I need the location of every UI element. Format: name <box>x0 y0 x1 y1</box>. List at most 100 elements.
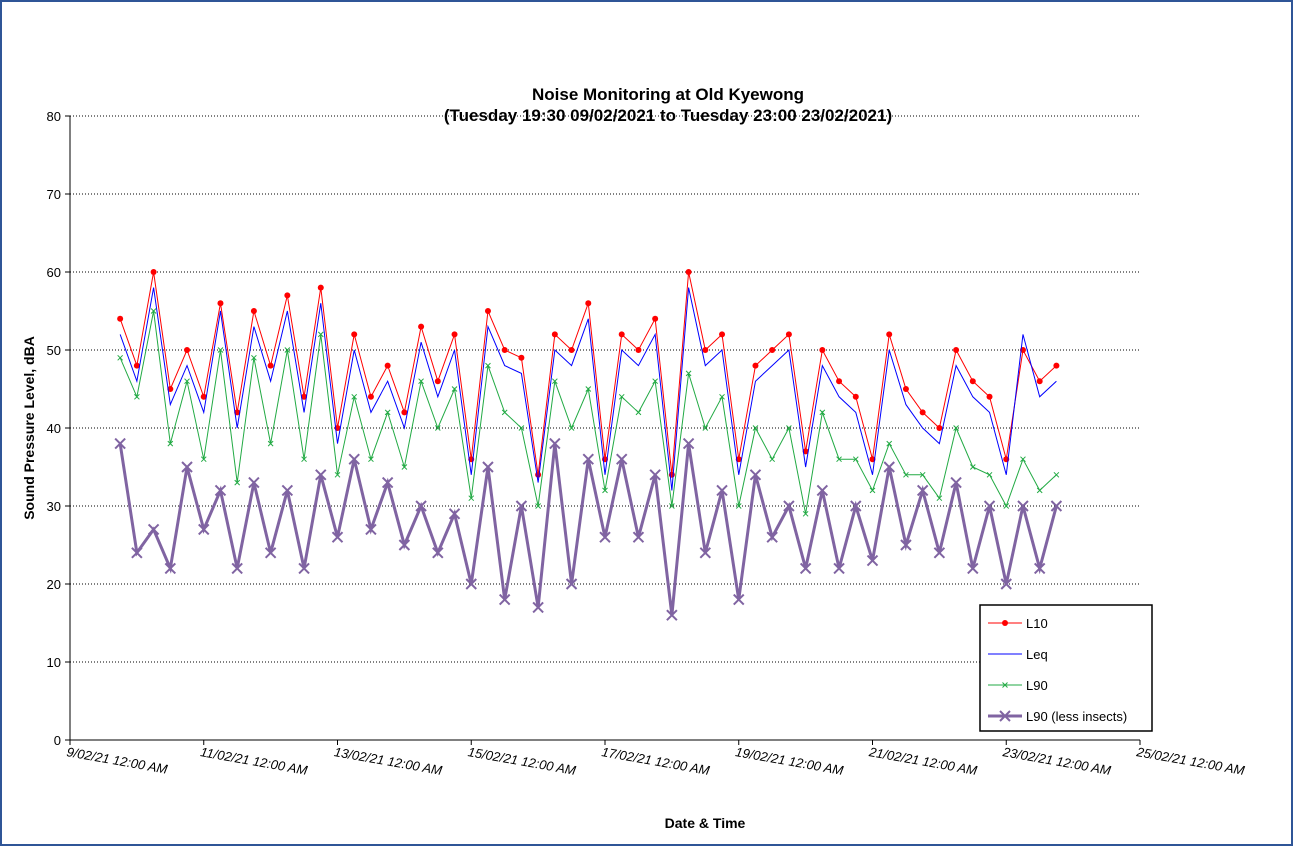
marker <box>167 386 174 392</box>
marker <box>200 456 207 463</box>
marker <box>799 562 812 575</box>
marker <box>585 300 592 307</box>
marker <box>716 484 728 497</box>
marker <box>618 393 625 400</box>
y-tick-label: 50 <box>47 343 61 358</box>
marker <box>482 461 494 473</box>
marker <box>150 308 157 314</box>
marker <box>117 315 124 322</box>
marker <box>866 554 879 567</box>
marker <box>900 539 912 551</box>
marker <box>401 409 408 416</box>
series-line <box>119 287 1057 491</box>
marker <box>953 347 960 353</box>
marker <box>501 347 508 353</box>
marker <box>284 347 291 353</box>
marker <box>284 292 291 299</box>
marker <box>836 378 843 385</box>
marker <box>551 331 558 338</box>
marker <box>933 547 946 559</box>
marker <box>465 578 477 590</box>
legend-label: L90 <box>1026 678 1048 693</box>
marker <box>315 469 327 481</box>
marker <box>250 308 257 314</box>
marker <box>134 393 140 400</box>
series <box>117 269 1060 478</box>
marker <box>418 378 424 385</box>
marker <box>451 386 458 392</box>
x-axis-label: Date & Time <box>665 815 746 831</box>
marker <box>1053 471 1060 478</box>
marker <box>317 331 324 338</box>
marker <box>903 471 909 478</box>
series <box>114 437 1063 621</box>
marker <box>752 425 759 431</box>
marker <box>301 393 308 400</box>
marker <box>802 448 809 455</box>
y-tick-label: 80 <box>47 109 61 124</box>
marker <box>582 453 594 465</box>
marker <box>786 425 792 431</box>
y-tick-label: 60 <box>47 265 61 280</box>
marker <box>468 495 475 502</box>
marker <box>652 315 659 322</box>
marker <box>234 409 241 416</box>
marker <box>348 453 360 465</box>
marker <box>133 362 140 369</box>
marker <box>535 503 541 509</box>
marker <box>819 347 826 353</box>
marker <box>833 562 845 575</box>
marker <box>164 562 177 575</box>
marker <box>485 362 491 369</box>
marker <box>418 323 425 330</box>
marker <box>883 461 895 473</box>
marker <box>231 562 243 575</box>
marker <box>802 510 809 517</box>
marker <box>484 308 491 314</box>
marker <box>983 500 996 512</box>
marker <box>251 354 257 361</box>
marker <box>434 378 441 385</box>
legend-marker <box>999 710 1011 722</box>
marker <box>733 593 745 606</box>
marker <box>398 539 411 551</box>
marker <box>448 508 461 520</box>
marker <box>766 531 778 543</box>
marker <box>752 362 759 369</box>
marker <box>749 469 762 481</box>
marker <box>986 393 993 400</box>
marker <box>919 409 926 416</box>
marker <box>969 378 976 385</box>
marker <box>816 484 829 497</box>
marker <box>401 464 408 470</box>
marker <box>568 425 575 431</box>
legend-marker <box>1002 620 1008 626</box>
y-tick-label: 10 <box>47 655 61 670</box>
marker <box>114 437 126 450</box>
marker <box>384 409 391 416</box>
marker <box>298 562 310 575</box>
y-tick-label: 30 <box>47 499 61 514</box>
marker <box>719 331 726 338</box>
marker <box>351 393 358 400</box>
marker <box>434 425 441 431</box>
marker <box>198 523 210 536</box>
marker <box>501 409 508 416</box>
y-tick-label: 20 <box>47 577 61 592</box>
series <box>117 308 1060 517</box>
marker <box>131 547 143 559</box>
marker <box>1053 362 1060 369</box>
marker <box>886 440 893 447</box>
legend-label: L10 <box>1026 616 1048 631</box>
marker <box>599 531 611 543</box>
marker <box>936 495 943 502</box>
marker <box>666 609 678 621</box>
marker <box>616 453 628 465</box>
legend-label: L90 (less insects) <box>1026 709 1127 724</box>
marker <box>769 347 776 353</box>
marker <box>549 437 561 450</box>
marker <box>281 484 294 497</box>
marker <box>1033 562 1046 575</box>
marker <box>769 456 776 463</box>
marker <box>381 476 394 489</box>
